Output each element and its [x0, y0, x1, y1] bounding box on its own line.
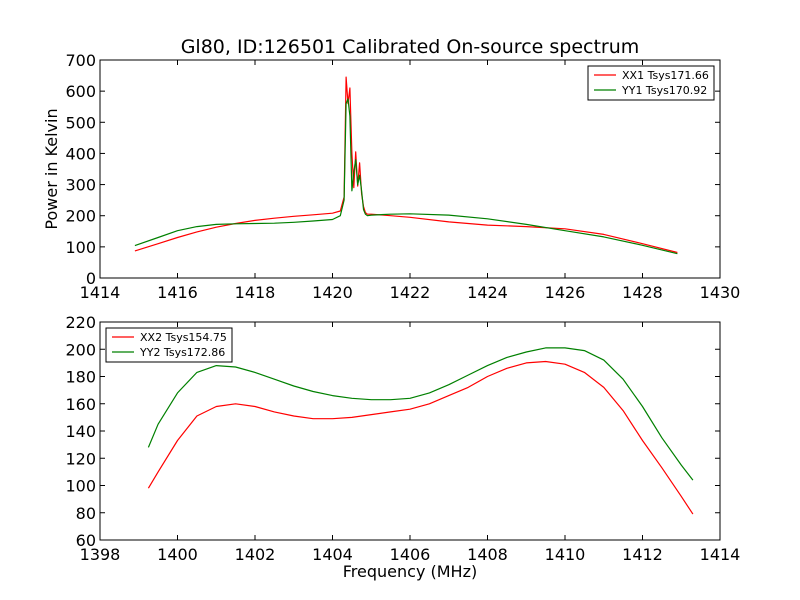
y-tick-label: 0	[86, 269, 96, 288]
x-tick-label: 1408	[467, 545, 508, 564]
legend: XX1 Tsys171.66 YY1 Tsys170.92	[587, 65, 715, 101]
y-tick-label: 140	[65, 422, 96, 441]
series-line-xx	[134, 76, 678, 254]
legend-box	[587, 65, 715, 101]
x-tick-label: 1400	[157, 545, 198, 564]
y-tick-label: 300	[65, 176, 96, 195]
legend-entry: XX1 Tsys171.66	[622, 69, 709, 82]
top-y-axis-label: Power in Kelvin	[42, 108, 61, 229]
x-tick-label: 1410	[545, 545, 586, 564]
x-tick-label: 1402	[235, 545, 276, 564]
legend-entry: YY1 Tsys170.92	[621, 84, 707, 97]
y-tick-label: 500	[65, 113, 96, 132]
x-tick-label: 1420	[312, 283, 353, 302]
legend-entry: YY2 Tsys172.86	[139, 346, 225, 359]
legend-box	[105, 327, 233, 363]
y-tick-label: 200	[65, 340, 96, 359]
chart-title: Gl80, ID:126501 Calibrated On-source spe…	[181, 36, 640, 58]
x-tick-label: 1414	[700, 545, 741, 564]
y-tick-label: 160	[65, 395, 96, 414]
x-tick-label: 1414	[80, 283, 121, 302]
x-tick-label: 1406	[390, 545, 431, 564]
x-tick-label: 1422	[390, 283, 431, 302]
x-tick-label: 1412	[622, 545, 663, 564]
bottom-plot: 1398 1400 1402 1404 1406 1408 1410 1412 1414 60 80…	[65, 313, 740, 564]
y-tick-label: 100	[65, 238, 96, 257]
series-line-xx	[147, 360, 694, 515]
x-tick-label: 1430	[700, 283, 741, 302]
series-line-yy	[134, 98, 678, 255]
bottom-x-axis-label: Frequency (MHz)	[343, 562, 477, 581]
legend-entry: XX2 Tsys154.75	[140, 331, 227, 344]
y-tick-label: 400	[65, 144, 96, 163]
x-tick-label: 1416	[157, 283, 198, 302]
y-tick-label: 100	[65, 477, 96, 496]
x-tick-label: 1424	[467, 283, 508, 302]
x-tick-label: 1426	[545, 283, 586, 302]
x-tick-label: 1404	[312, 545, 353, 564]
x-tick-label: 1398	[80, 545, 121, 564]
y-tick-label: 180	[65, 368, 96, 387]
y-tick-label: 220	[65, 313, 96, 332]
x-tick-label: 1428	[622, 283, 663, 302]
x-tick-label: 1418	[235, 283, 276, 302]
series-line-yy	[147, 347, 694, 481]
y-tick-label: 200	[65, 207, 96, 226]
y-tick-label: 60	[76, 531, 96, 550]
legend: XX2 Tsys154.75 YY2 Tsys172.86	[105, 327, 233, 363]
y-tick-label: 700	[65, 51, 96, 70]
top-plot: 1414 1416 1418 1420 1422 1424 1426 1428 1430 0 100…	[65, 51, 740, 302]
y-tick-label: 80	[76, 504, 96, 523]
y-tick-label: 120	[65, 449, 96, 468]
y-tick-label: 600	[65, 82, 96, 101]
